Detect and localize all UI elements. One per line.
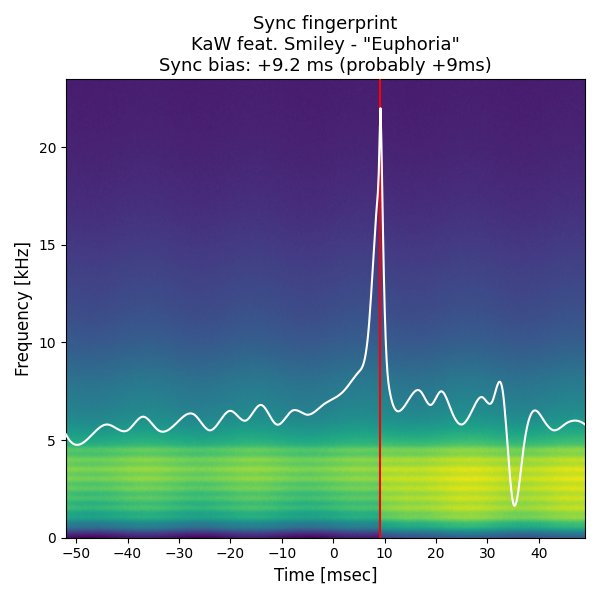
Y-axis label: Frequency [kHz]: Frequency [kHz] — [15, 241, 33, 376]
Title: Sync fingerprint
KaW feat. Smiley - "Euphoria"
Sync bias: +9.2 ms (probably +9ms: Sync fingerprint KaW feat. Smiley - "Eup… — [159, 15, 492, 74]
X-axis label: Time [msec]: Time [msec] — [274, 567, 377, 585]
